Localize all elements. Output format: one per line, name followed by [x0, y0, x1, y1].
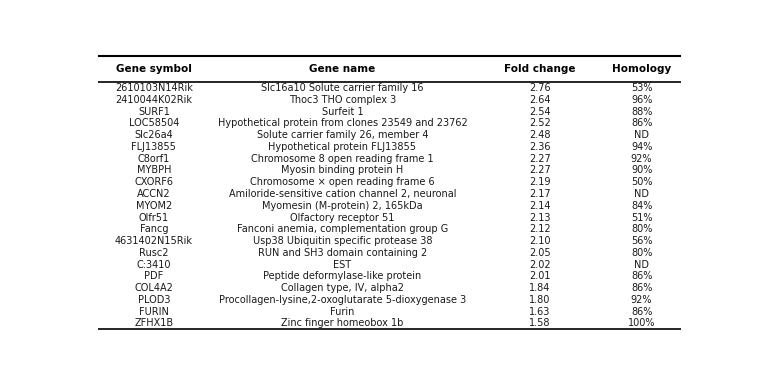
Text: Homology: Homology	[612, 64, 671, 74]
Text: Myomesin (M-protein) 2, 165kDa: Myomesin (M-protein) 2, 165kDa	[262, 201, 423, 211]
Text: 56%: 56%	[631, 236, 652, 246]
Text: LOC58504: LOC58504	[128, 118, 179, 128]
Text: Collagen type, IV, alpha2: Collagen type, IV, alpha2	[281, 283, 404, 293]
Text: Chromosome × open reading frame 6: Chromosome × open reading frame 6	[250, 177, 435, 187]
Text: 2.19: 2.19	[529, 177, 550, 187]
Text: Chromosome 8 open reading frame 1: Chromosome 8 open reading frame 1	[251, 154, 434, 164]
Text: 2.14: 2.14	[529, 201, 550, 211]
Text: Olfactory receptor 51: Olfactory receptor 51	[290, 213, 394, 223]
Text: 2.48: 2.48	[529, 130, 550, 140]
Text: 1.84: 1.84	[529, 283, 550, 293]
Text: Solute carrier family 26, member 4: Solute carrier family 26, member 4	[257, 130, 428, 140]
Text: RUN and SH3 domain containing 2: RUN and SH3 domain containing 2	[258, 248, 427, 258]
Text: Olfr51: Olfr51	[139, 213, 169, 223]
Text: Fold change: Fold change	[504, 64, 575, 74]
Text: 92%: 92%	[631, 295, 652, 305]
Text: 53%: 53%	[631, 83, 652, 93]
Text: 2.36: 2.36	[529, 142, 550, 152]
Text: Hypothetical protein from clones 23549 and 23762: Hypothetical protein from clones 23549 a…	[217, 118, 467, 128]
Text: 84%: 84%	[631, 201, 652, 211]
Text: Slc26a4: Slc26a4	[135, 130, 173, 140]
Text: 88%: 88%	[631, 107, 652, 116]
Text: Hypothetical protein FLJ13855: Hypothetical protein FLJ13855	[268, 142, 416, 152]
Text: 2.54: 2.54	[529, 107, 550, 116]
Text: ACCN2: ACCN2	[137, 189, 171, 199]
Text: Zinc finger homeobox 1b: Zinc finger homeobox 1b	[281, 319, 404, 329]
Text: Amiloride-sensitive cation channel 2, neuronal: Amiloride-sensitive cation channel 2, ne…	[229, 189, 456, 199]
Text: MYOM2: MYOM2	[136, 201, 172, 211]
Text: PLOD3: PLOD3	[138, 295, 170, 305]
Text: 50%: 50%	[631, 177, 652, 187]
Text: 2.52: 2.52	[529, 118, 550, 128]
Text: Fanconi anemia, complementation group G: Fanconi anemia, complementation group G	[237, 224, 448, 234]
Text: Fancg: Fancg	[140, 224, 168, 234]
Text: FLJ13855: FLJ13855	[131, 142, 176, 152]
Text: Rusc2: Rusc2	[139, 248, 169, 258]
Text: 2410044K02Rik: 2410044K02Rik	[116, 95, 192, 105]
Text: Surfeit 1: Surfeit 1	[321, 107, 363, 116]
Text: 2.27: 2.27	[529, 165, 550, 175]
Text: 100%: 100%	[628, 319, 655, 329]
Text: 92%: 92%	[631, 154, 652, 164]
Text: PDF: PDF	[144, 272, 163, 281]
Text: 1.80: 1.80	[529, 295, 550, 305]
Text: ZFHX1B: ZFHX1B	[135, 319, 173, 329]
Text: ND: ND	[634, 189, 649, 199]
Text: 2.05: 2.05	[529, 248, 550, 258]
Text: Thoc3 THO complex 3: Thoc3 THO complex 3	[289, 95, 396, 105]
Text: 2.13: 2.13	[529, 213, 550, 223]
Text: C:3410: C:3410	[137, 260, 171, 270]
Text: Gene name: Gene name	[309, 64, 375, 74]
Text: SURF1: SURF1	[138, 107, 169, 116]
Text: Myosin binding protein H: Myosin binding protein H	[281, 165, 404, 175]
Text: 80%: 80%	[631, 224, 652, 234]
Text: 2.12: 2.12	[529, 224, 550, 234]
Text: 80%: 80%	[631, 248, 652, 258]
Text: 86%: 86%	[631, 307, 652, 317]
Text: 51%: 51%	[631, 213, 652, 223]
Text: COL4A2: COL4A2	[135, 283, 173, 293]
Text: 96%: 96%	[631, 95, 652, 105]
Text: 90%: 90%	[631, 165, 652, 175]
Text: 86%: 86%	[631, 118, 652, 128]
Text: EST: EST	[334, 260, 351, 270]
Text: 1.58: 1.58	[529, 319, 550, 329]
Text: Furin: Furin	[330, 307, 355, 317]
Text: MYBPH: MYBPH	[137, 165, 171, 175]
Text: 2.64: 2.64	[529, 95, 550, 105]
Text: Procollagen-lysine,2-oxoglutarate 5-dioxygenase 3: Procollagen-lysine,2-oxoglutarate 5-diox…	[219, 295, 466, 305]
Text: 2610103N14Rik: 2610103N14Rik	[115, 83, 193, 93]
Text: 4631402N15Rik: 4631402N15Rik	[115, 236, 193, 246]
Text: ND: ND	[634, 260, 649, 270]
Text: 2.17: 2.17	[529, 189, 550, 199]
Text: 94%: 94%	[631, 142, 652, 152]
Text: Peptide deformylase-like protein: Peptide deformylase-like protein	[263, 272, 422, 281]
Text: 86%: 86%	[631, 283, 652, 293]
Text: 2.27: 2.27	[529, 154, 550, 164]
Text: 2.10: 2.10	[529, 236, 550, 246]
Text: 2.76: 2.76	[529, 83, 550, 93]
Text: CXORF6: CXORF6	[135, 177, 173, 187]
Text: 86%: 86%	[631, 272, 652, 281]
Text: ND: ND	[634, 130, 649, 140]
Text: 1.63: 1.63	[529, 307, 550, 317]
Text: 2.02: 2.02	[529, 260, 550, 270]
Text: Gene symbol: Gene symbol	[116, 64, 192, 74]
Text: C8orf1: C8orf1	[138, 154, 170, 164]
Text: FURIN: FURIN	[139, 307, 169, 317]
Text: 2.01: 2.01	[529, 272, 550, 281]
Text: Slc16a10 Solute carrier family 16: Slc16a10 Solute carrier family 16	[261, 83, 423, 93]
Text: Usp38 Ubiquitin specific protease 38: Usp38 Ubiquitin specific protease 38	[252, 236, 432, 246]
